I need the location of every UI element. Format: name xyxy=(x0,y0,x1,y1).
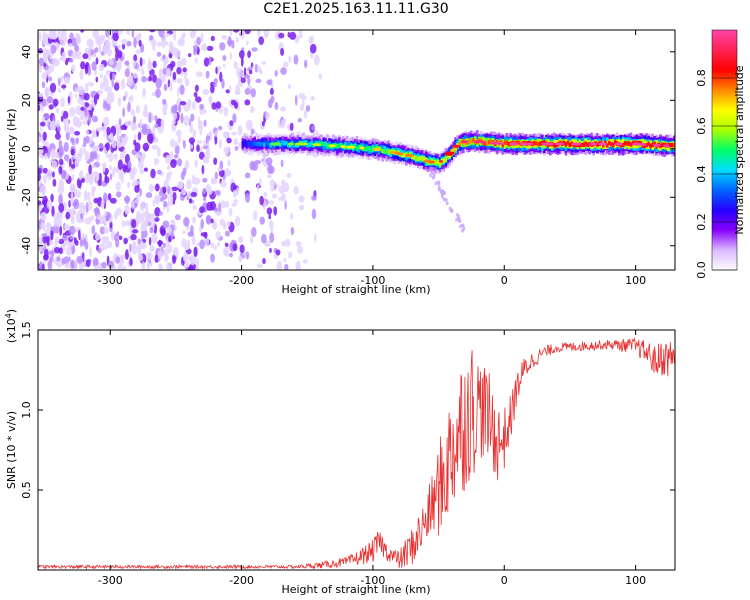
x-tick-label: -200 xyxy=(229,574,254,587)
spectrogram-content xyxy=(38,30,675,270)
colorbar-tick-label: 0.8 xyxy=(695,69,708,87)
spectrogram-x-label: Height of straight line (km) xyxy=(281,283,430,296)
colorbar-bar xyxy=(711,29,738,271)
x-tick-label: 100 xyxy=(625,574,646,587)
snr-panel: -300 -200 -100 0 100 0.5 1.0 1.5 Height of str… xyxy=(4,309,676,596)
snr-x-ticks: -300 -200 -100 0 100 xyxy=(98,330,646,587)
x-tick-label: 0 xyxy=(501,574,508,587)
x-tick-label: -300 xyxy=(98,574,123,587)
snr-scale-base: (x10 xyxy=(5,318,18,343)
colorbar-tick-label: 0.0 xyxy=(695,261,708,279)
snr-scale-close: ) xyxy=(5,309,18,313)
ridge-band xyxy=(241,130,675,175)
y-tick-label: 40 xyxy=(20,45,33,59)
y-tick-label: 1.0 xyxy=(20,401,33,419)
spectrogram-y-label: Frequency (Hz) xyxy=(5,109,18,192)
y-tick-label: 20 xyxy=(20,93,33,107)
colorbar-ticks: 0.0 0.2 0.4 0.6 0.8 xyxy=(695,69,737,279)
figure-title: C2E1.2025.163.11.11.G30 xyxy=(263,1,448,17)
snr-scale-exp: 4 xyxy=(4,313,13,318)
y-tick-label: 0.5 xyxy=(20,481,33,499)
colorbar-tick-label: 0.4 xyxy=(695,165,708,183)
snr-y-label: SNR (10 * v/v) xyxy=(5,411,18,489)
noise-speckle xyxy=(38,30,466,270)
y-tick-label: -20 xyxy=(20,188,33,206)
snr-y-ticks: 0.5 1.0 1.5 xyxy=(20,321,675,499)
x-tick-label: -100 xyxy=(360,274,385,287)
spectrogram-x-ticks: -300 -200 -100 0 100 xyxy=(98,30,646,287)
snr-x-label: Height of straight line (km) xyxy=(281,583,430,596)
colorbar-label: Normalized spectral amplitude xyxy=(733,65,746,234)
x-tick-label: -200 xyxy=(229,274,254,287)
spectrogram-frame xyxy=(37,29,676,271)
x-tick-label: -300 xyxy=(98,274,123,287)
y-tick-label: 0 xyxy=(20,145,33,152)
y-tick-label: -40 xyxy=(20,237,33,255)
colorbar: 0.0 0.2 0.4 0.6 0.8 Normalized spectral ampl… xyxy=(695,29,746,279)
y-tick-label: 1.5 xyxy=(20,321,33,339)
snr-y-scale-label: (x104) xyxy=(4,309,18,343)
snr-frame xyxy=(37,329,676,571)
x-tick-label: 100 xyxy=(625,274,646,287)
snr-series-line xyxy=(38,337,675,570)
colorbar-tick-label: 0.2 xyxy=(695,213,708,231)
spectrogram-y-ticks: -40 -20 0 20 40 xyxy=(20,45,675,255)
x-tick-label: -100 xyxy=(360,574,385,587)
x-tick-label: 0 xyxy=(501,274,508,287)
colorbar-tick-label: 0.6 xyxy=(695,117,708,135)
